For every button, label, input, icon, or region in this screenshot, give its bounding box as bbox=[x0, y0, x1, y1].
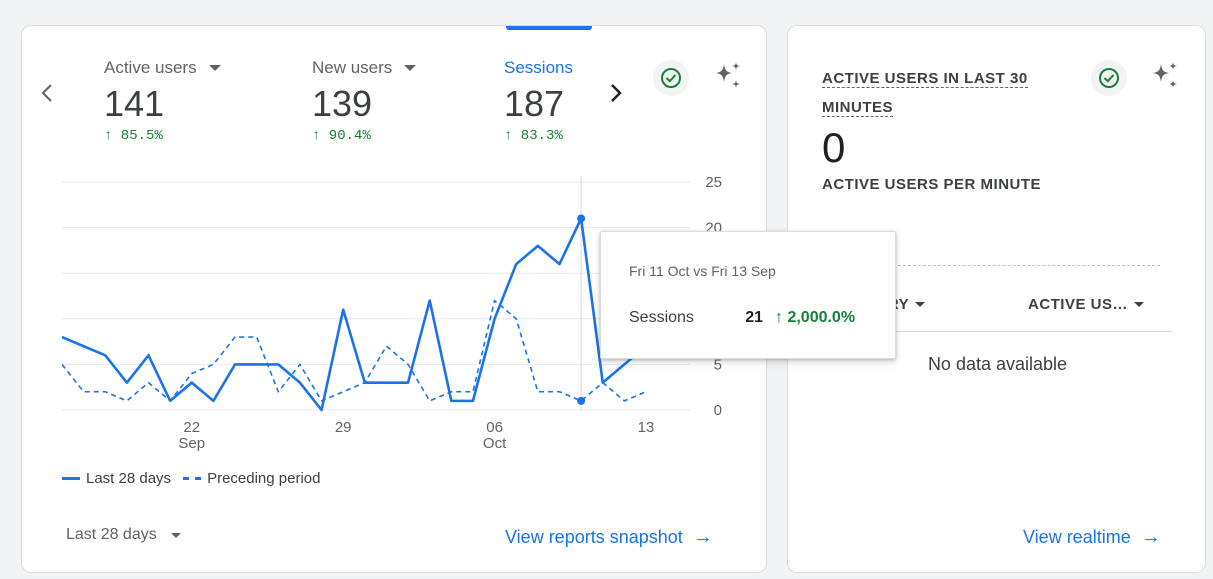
sparkle-icon[interactable] bbox=[1147, 58, 1183, 94]
metric-active-users[interactable]: Active users 141 ↑ 85.5% bbox=[104, 58, 221, 144]
legend-solid-line bbox=[62, 477, 80, 480]
tooltip-date: Fri 11 Oct vs Fri 13 Sep bbox=[629, 263, 776, 279]
date-range-select[interactable]: Last 28 days bbox=[66, 526, 181, 544]
y-tick-label: 5 bbox=[714, 356, 722, 373]
metric-change: ↑ 85.5% bbox=[104, 128, 163, 144]
series-line-current bbox=[62, 217, 647, 412]
column-active-users-label: ACTIVE US… bbox=[1027, 296, 1128, 313]
realtime-value: 0 bbox=[822, 124, 846, 171]
date-range-label: Last 28 days bbox=[66, 526, 157, 543]
metric-value: 141 bbox=[104, 83, 165, 124]
check-circle-icon[interactable] bbox=[1091, 60, 1127, 96]
legend-label-current: Last 28 days bbox=[86, 470, 172, 487]
column-active-users[interactable]: ACTIVE US… bbox=[1028, 296, 1144, 313]
no-data-message: No data available bbox=[927, 354, 1068, 374]
tooltip-metric: Sessions bbox=[629, 309, 694, 326]
metric-sessions[interactable]: Sessions 187 ↑ 83.3% bbox=[504, 58, 573, 144]
tooltip-value: 21 bbox=[745, 309, 763, 326]
arrow-right-icon: → bbox=[692, 526, 713, 548]
x-tick-label: 29 bbox=[335, 419, 352, 436]
metric-title[interactable]: New users bbox=[312, 58, 417, 78]
y-tick-label: 0 bbox=[714, 402, 722, 419]
realtime-title: ACTIVE USERS IN LAST 30 MINUTES bbox=[822, 64, 1042, 122]
metric-label: New users bbox=[312, 58, 393, 77]
active-tab-indicator bbox=[506, 26, 592, 30]
series-line-preceding bbox=[62, 299, 647, 402]
highlight-point-current bbox=[577, 214, 586, 223]
view-reports-snapshot-label: View reports snapshot bbox=[505, 527, 683, 547]
metric-label: Active users bbox=[104, 58, 197, 77]
check-circle-icon[interactable] bbox=[653, 60, 689, 96]
tooltip-row: Sessions 21 ↑ 2,000.0% bbox=[629, 309, 879, 327]
tooltip-change: ↑ 2,000.0% bbox=[775, 309, 856, 326]
metric-label: Sessions bbox=[504, 58, 573, 77]
realtime-subtitle: ACTIVE USERS PER MINUTE bbox=[822, 176, 1042, 193]
x-tick-label: 22 bbox=[183, 419, 200, 436]
view-realtime-link[interactable]: View realtime → bbox=[1023, 526, 1161, 549]
caret-down-icon bbox=[170, 532, 181, 538]
legend-dashed-line bbox=[183, 477, 202, 480]
x-tick-label: 13 bbox=[638, 419, 655, 436]
caret-down-icon bbox=[208, 65, 221, 71]
metric-change: ↑ 83.3% bbox=[504, 128, 563, 144]
chevron-left-icon[interactable] bbox=[36, 81, 58, 109]
metric-new-users[interactable]: New users 139 ↑ 90.4% bbox=[312, 58, 417, 144]
view-reports-snapshot-link[interactable]: View reports snapshot → bbox=[505, 526, 713, 549]
metric-change: ↑ 90.4% bbox=[312, 128, 371, 144]
y-tick-label: 25 bbox=[705, 174, 722, 191]
arrow-right-icon: → bbox=[1140, 526, 1161, 548]
realtime-title-line-1: ACTIVE USERS IN LAST 30 bbox=[822, 70, 1028, 88]
metric-title[interactable]: Active users bbox=[104, 58, 221, 78]
metric-title[interactable]: Sessions bbox=[504, 58, 573, 78]
chart-tooltip: Fri 11 Oct vs Fri 13 Sep Sessions 21 ↑ 2… bbox=[600, 231, 896, 359]
legend-label-previous: Preceding period bbox=[207, 470, 321, 487]
chevron-right-icon[interactable] bbox=[605, 81, 627, 109]
metric-value: 187 bbox=[504, 83, 565, 124]
metric-value: 139 bbox=[312, 83, 373, 124]
caret-down-icon bbox=[404, 65, 417, 71]
view-realtime-label: View realtime bbox=[1023, 527, 1131, 547]
sparkle-icon[interactable] bbox=[710, 58, 746, 94]
x-tick-sublabel: Sep bbox=[178, 435, 205, 452]
realtime-title-line-2: MINUTES bbox=[822, 99, 893, 117]
chart-legend: Last 28 days Preceding period bbox=[62, 470, 320, 487]
x-tick-sublabel: Oct bbox=[483, 435, 507, 452]
realtime-baseline bbox=[888, 265, 1160, 266]
caret-down-icon bbox=[1134, 302, 1144, 307]
caret-down-icon bbox=[915, 302, 926, 307]
highlight-point-previous bbox=[577, 396, 586, 405]
x-tick-label: 06 bbox=[486, 419, 503, 436]
